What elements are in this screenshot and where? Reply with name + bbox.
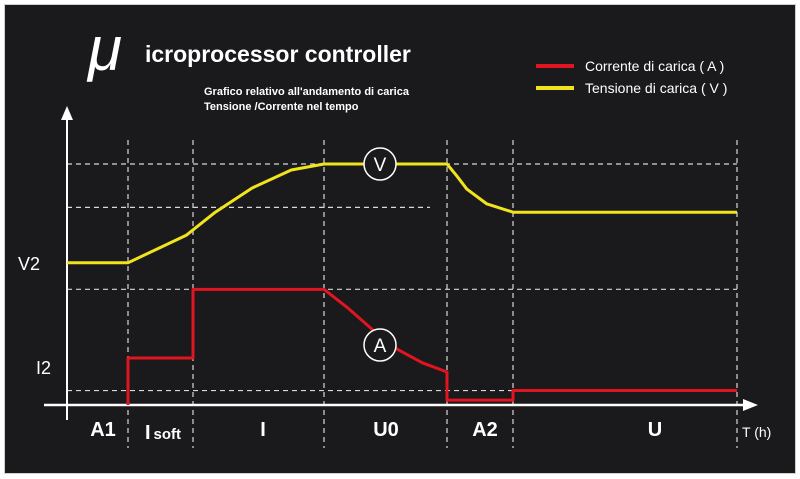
chart-subtitle-2: Tensione /Corrente nel tempo	[204, 101, 359, 113]
legend-label-current: Corrente di carica ( A )	[585, 58, 724, 74]
chart-subtitle-1: Grafico relativo all'andamento di carica	[204, 86, 410, 98]
phase-label-u: U	[647, 419, 663, 441]
x-axis-arrow	[743, 399, 758, 411]
chart-title-mu: μ	[86, 15, 122, 84]
series-marker-circle	[363, 328, 397, 362]
series-marker-circle	[363, 147, 397, 181]
legend-label-voltage: Tensione di carica ( V )	[585, 80, 727, 96]
chart-title: icroprocessor controller	[145, 41, 411, 67]
phase-label-isoft: Isoft	[144, 422, 182, 444]
x-axis-label: T (h)	[742, 424, 771, 440]
phase-label-u0: U0	[373, 419, 399, 441]
y-tick-i2: I2	[36, 358, 51, 378]
phase-label-i: I	[260, 419, 266, 441]
phase-label-a2: A2	[472, 419, 498, 441]
voltage-line	[67, 162, 737, 265]
y-tick-v2: V2	[18, 254, 40, 274]
y-axis-arrow	[61, 106, 73, 120]
chart-panel	[4, 4, 796, 474]
series-marker-label: V	[374, 155, 387, 176]
phase-label-a1: A1	[90, 419, 116, 441]
grid	[67, 140, 738, 448]
series-marker-label: A	[374, 336, 387, 357]
current-line	[126, 287, 737, 405]
